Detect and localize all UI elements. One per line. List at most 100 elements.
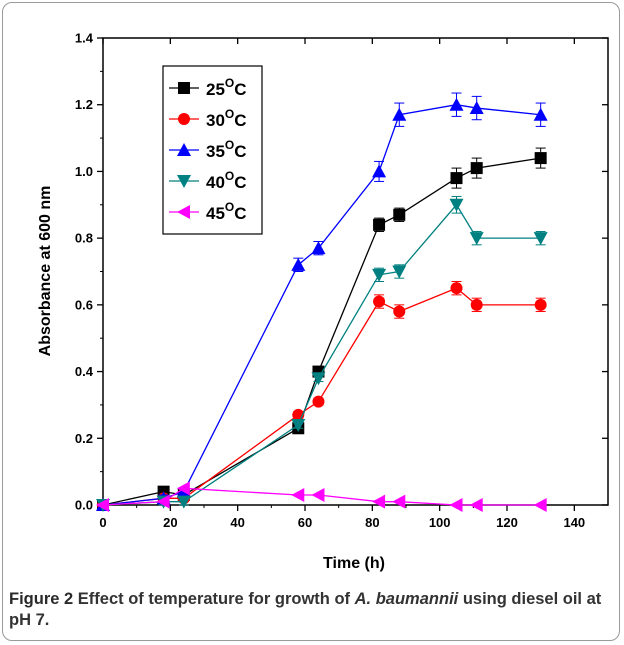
legend-label: 45OC [206,200,247,223]
x-tick-label: 40 [230,515,244,530]
series-line [102,157,541,506]
data-point [291,418,306,432]
data-point [373,218,386,231]
data-point [291,257,306,271]
legend-label: 40OC [206,169,247,192]
series-line [102,287,541,506]
y-tick-label: 0.0 [75,498,93,513]
legend-entry: 40OC [169,169,247,192]
data-point [392,265,407,279]
x-tick-label: 60 [298,515,312,530]
y-tick-label: 0.8 [75,231,93,246]
x-tick-label: 20 [163,515,177,530]
data-point [393,305,406,318]
legend-value: 30 [206,111,225,130]
data-point [534,298,547,311]
y-tick-label: 0.4 [75,364,94,379]
data-point [533,232,548,246]
legend-marker [177,175,191,188]
data-point [373,295,386,308]
y-tick-label: 1.0 [75,164,93,179]
y-tick-label: 0.6 [75,297,93,312]
data-point [469,232,484,246]
legend-value: 40 [206,173,225,192]
data-point [533,107,548,121]
y-axis-label: Absorbance at 600 nm [37,186,54,357]
legend-degree: O [225,169,234,183]
x-tick-label: 140 [563,515,585,530]
data-point [392,107,407,121]
y-tick-label: 0.2 [75,431,93,446]
series-45 [96,481,547,512]
caption-text-before: Effect of temperature for growth of [77,590,351,608]
data-point [291,487,305,502]
series-line [102,203,541,506]
legend-unit: C [234,111,246,130]
legend-marker [178,82,190,94]
legend-label: 25OC [206,76,247,99]
legend-marker [177,205,190,219]
data-point [156,494,170,509]
legend-label: 35OC [206,138,247,161]
data-point [311,487,325,502]
axes: 0 20 40 60 80 100 120 140 0.0 0.2 0.4 0.6 0.8 1.0 1.2 1… [75,31,609,530]
data-point [176,495,191,509]
caption-species: A. baumannii [354,590,459,608]
data-point [469,101,484,115]
caption-text-after: using diesel oil at pH 7. [9,590,602,629]
data-point [449,198,464,212]
data-point [312,395,325,408]
legend-label: 30OC [206,107,247,130]
y-tick-label: 1.2 [75,97,93,112]
legend-marker [178,113,190,125]
figure-label: Figure 2 [9,590,74,608]
data-point [372,494,386,509]
legend-unit: C [234,204,246,223]
legend-entry: 25OC [169,76,247,99]
data-point [372,164,387,178]
x-tick-label: 100 [429,515,451,530]
legend-entry: 35OC [169,138,247,161]
data-point [470,162,483,175]
legend-marker [177,143,191,156]
x-tick-label: 80 [365,515,379,530]
data-point [533,498,547,512]
legend-degree: O [225,138,234,152]
data-point [311,372,326,386]
data-point [449,498,463,512]
series-line [102,487,541,506]
data-point [96,498,109,512]
series-30 [97,281,547,511]
data-point [392,494,406,509]
legend-value: 45 [206,204,225,223]
data-point [311,241,326,255]
legend-value: 25 [206,80,225,99]
x-tick-label: 0 [99,515,106,530]
data-point [372,268,387,282]
legend-unit: C [234,142,246,161]
x-tick-label: 120 [496,515,518,530]
legend-entry: 45OC [169,200,247,223]
legend-value: 35 [206,142,225,161]
data-point [176,481,190,496]
legend-unit: C [234,173,246,192]
legend-unit: C [234,80,246,99]
data-point [449,97,464,111]
data-point [450,282,463,295]
legend-degree: O [225,76,234,90]
data-point [393,208,406,221]
data-point [450,172,463,185]
figure-caption: Figure 2 Effect of temperature for growt… [9,589,609,631]
data-point [470,298,483,311]
data-point [534,152,547,165]
x-axis-label: Time (h) [323,555,385,572]
data-point [469,498,483,512]
legend-degree: O [225,107,234,121]
y-tick-label: 1.4 [75,31,94,46]
series-layer [96,92,548,512]
legend-entry: 30OC [169,107,247,130]
growth-chart: 0 20 40 60 80 100 120 140 0.0 0.2 0.4 0.6 0.8 1.0 1.2 1… [37,31,609,572]
legend-degree: O [225,200,234,214]
